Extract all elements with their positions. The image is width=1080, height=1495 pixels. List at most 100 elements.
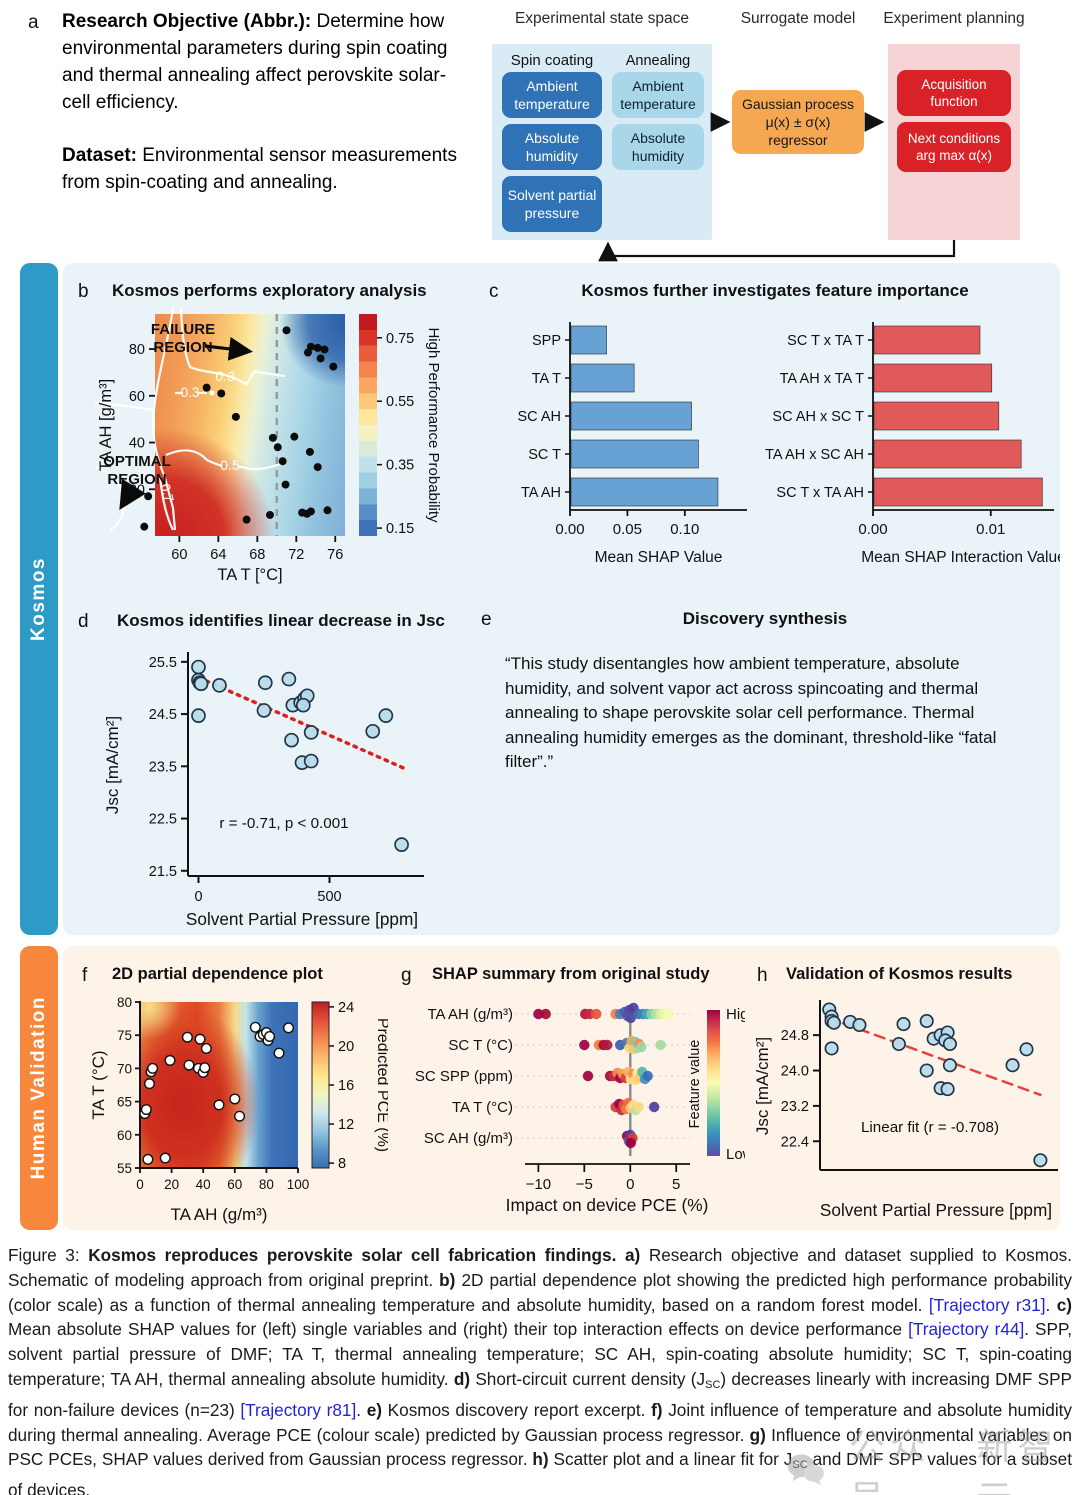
caption-segment: Joint influence of temperature and absol…: [8, 1399, 1073, 1445]
discovery-synthesis-quote: “This study disentangles how ambient tem…: [505, 654, 997, 771]
svg-text:0: 0: [136, 1177, 144, 1192]
jsc-scatter-chart: 21.5 22.5 23.5 24.5 25.5 0 500 r = -0.71, p < 0…: [88, 640, 458, 938]
failure-region-label: FAILURE: [151, 321, 215, 338]
svg-text:25.5: 25.5: [149, 655, 177, 671]
caption-segment: Influence of environmental variables on …: [8, 1424, 1072, 1470]
panel-d-title: Kosmos identifies linear decrease in Jsc: [117, 611, 445, 630]
bar-chart-svg-c_left: SPP TA T SC AH SC T TA AH 0.00 0.05 0.10 Mean SH…: [517, 322, 747, 566]
exploratory-heatmap-chart: 0.3 0.3 0.5 0.7 FAILURE REGION OPTIMAL REGION 60…: [95, 308, 447, 600]
svg-text:70: 70: [117, 1061, 132, 1076]
caption-segment: . SPP, solvent partial pressure of DMF; …: [8, 1319, 1072, 1389]
arrow-feedback-loop: [598, 240, 956, 262]
gp-line3: regressor: [768, 132, 828, 148]
human-tab-label: Human Validation: [28, 996, 49, 1180]
svg-text:21.5: 21.5: [149, 864, 177, 880]
colorbar-label: High Performance Probability: [425, 327, 442, 523]
panel-e-title: Discovery synthesis: [682, 609, 848, 628]
caption-segment: .: [1045, 1294, 1057, 1315]
box-next-conditions: Next conditions arg max α(x): [897, 122, 1011, 172]
svg-text:8: 8: [338, 1156, 346, 1172]
svg-text:0.00: 0.00: [555, 521, 584, 538]
caption-segment: Short-circuit current density (J: [475, 1368, 706, 1389]
x-axis-label: TA AH (g/m³): [171, 1205, 268, 1224]
validation-scatter-chart: 24.8 24.0 23.2 22.4 Linear fit (r = -0.708) S…: [748, 992, 1078, 1230]
contour-label: 0.5: [220, 457, 240, 473]
x-axis-label: Solvent Partial Pressure [ppm]: [186, 909, 418, 929]
caption-segment: Scatter plot and a linear fit for J: [553, 1449, 793, 1470]
caption-segment: .: [356, 1399, 367, 1420]
bar-category-label: TA T: [532, 371, 561, 387]
dataset-body: Environmental sensor measurements from s…: [62, 145, 457, 193]
caption-segment: and DMF SPP values for a subset of devic…: [8, 1449, 1072, 1495]
caption-segment: e): [366, 1399, 388, 1420]
dataset-paragraph: Dataset: Environmental sensor measuremen…: [62, 142, 472, 196]
colorbar-label: Predicted PCE (%): [374, 1018, 388, 1152]
correlation-annotation: Linear fit (r = -0.708): [861, 1119, 999, 1136]
box-sc-ambient-temperature: Ambient temperature: [502, 72, 602, 118]
svg-text:72: 72: [288, 547, 304, 563]
svg-text:40: 40: [196, 1177, 211, 1192]
svg-text:−10: −10: [526, 1176, 551, 1193]
x-axis-label: TA T [°C]: [217, 566, 282, 584]
svg-text:100: 100: [287, 1177, 310, 1192]
caption-segment: h): [532, 1449, 554, 1470]
caption-segment: Kosmos discovery report excerpt.: [387, 1399, 652, 1420]
panel-b-label: b: [78, 281, 89, 302]
svg-text:75: 75: [117, 1028, 132, 1043]
svg-text:5: 5: [672, 1176, 680, 1193]
beeswarm-row-label: SC AH (g/m³): [424, 1130, 513, 1147]
svg-text:500: 500: [317, 889, 341, 905]
research-objective-block: Research Objective (Abbr.): Determine ho…: [62, 8, 472, 222]
trajectory-link[interactable]: [Trajectory r44]: [908, 1319, 1025, 1340]
colorbar-low-label: Low: [726, 1146, 745, 1163]
failure-region-label: REGION: [153, 339, 212, 356]
heatmap-f-field: [140, 1002, 298, 1168]
caption-segment: Figure 3:: [8, 1245, 89, 1265]
caption-segment: Research objective and dataset supplied …: [8, 1245, 1072, 1290]
panel-d-label: d: [78, 611, 89, 632]
svg-text:0.55: 0.55: [386, 394, 414, 410]
shap-summary-beeswarm-chart: TA AH (g/m³) SC T (°C) SC SPP (ppm) TA T (°…: [385, 992, 745, 1230]
panel-g-label: g: [401, 965, 412, 986]
objective-lead: Research Objective (Abbr.):: [62, 11, 312, 32]
panel-f-title: 2D partial dependence plot: [112, 965, 323, 983]
svg-text:22.4: 22.4: [781, 1134, 809, 1150]
svg-text:20: 20: [129, 482, 145, 498]
svg-text:64: 64: [210, 547, 226, 563]
panel-c-label: c: [489, 281, 499, 302]
x-axis-label: Mean SHAP Value: [595, 549, 723, 566]
caption-segment: 2D partial dependence plot showing the p…: [8, 1269, 1072, 1315]
caption-segment: ) decreases linearly with increasing DMF…: [8, 1368, 1073, 1420]
svg-text:12: 12: [338, 1117, 354, 1133]
svg-text:60: 60: [129, 389, 145, 405]
y-axis-label: TA T (°C): [89, 1050, 108, 1119]
schematic-arrows: [598, 112, 956, 262]
bar-category-label: SPP: [532, 333, 561, 349]
svg-text:55: 55: [117, 1161, 132, 1176]
figure-caption: Figure 3: Kosmos reproduces perovskite s…: [8, 1243, 1072, 1495]
trajectory-link[interactable]: [Trajectory r31]: [928, 1294, 1046, 1315]
objective-body: Determine how environmental parameters d…: [62, 11, 448, 113]
trajectory-link[interactable]: [Trajectory r81]: [240, 1399, 357, 1420]
scatter-svg-h: 24.8 24.0 23.2 22.4 Linear fit (r = -0.708) S…: [753, 1000, 1058, 1220]
bar-category-label: SC AH: [517, 409, 561, 425]
svg-text:20: 20: [338, 1039, 354, 1055]
svg-text:22.5: 22.5: [149, 812, 177, 828]
beeswarm-row-label: TA T (°C): [452, 1099, 513, 1116]
svg-text:0.75: 0.75: [386, 331, 414, 347]
svg-text:40: 40: [129, 436, 145, 452]
svg-text:68: 68: [249, 547, 265, 563]
svg-text:0.05: 0.05: [613, 521, 642, 538]
colorbar-label: Feature value: [687, 1040, 703, 1129]
panel-a-label: a: [28, 12, 39, 33]
svg-text:60: 60: [117, 1128, 132, 1143]
beeswarm-row-label: SC SPP (ppm): [415, 1068, 513, 1085]
heatmap-f-svg: 0 20 40 60 80 100 55 60 65 70 75 80 TA AH (g/m³) TA T…: [89, 995, 388, 1224]
panel-h-label: h: [757, 965, 768, 986]
box-acquisition-function: Acquisition function: [897, 70, 1011, 116]
x-axis-label: Impact on device PCE (%): [506, 1195, 709, 1215]
bar-category-label: SC T x TA AH: [776, 485, 864, 501]
shap-interaction-bar-chart: SC T x TA T TA AH x TA T SC AH x SC T TA AH…: [757, 318, 1060, 580]
panel-c-title: Kosmos further investigates feature impo…: [581, 281, 969, 300]
schematic-header-state-space: Experimental state space: [514, 10, 690, 27]
